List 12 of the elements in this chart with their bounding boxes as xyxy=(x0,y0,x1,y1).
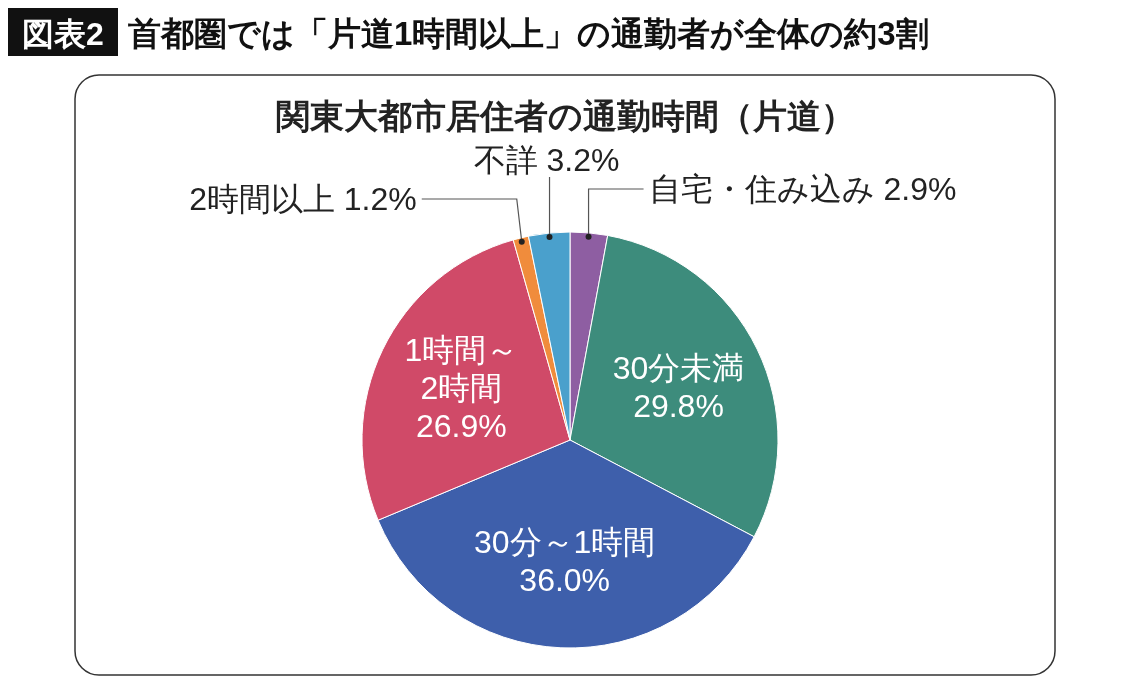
slice-label: 30分未満 xyxy=(612,350,745,387)
chart-title: 首都圏では「片道1時間以上」の通勤者が全体の約3割 xyxy=(128,15,929,52)
data-label: 26.9% xyxy=(415,407,507,444)
slice-label: 不詳 3.2% xyxy=(473,142,620,178)
data-label: 36.0% xyxy=(519,561,611,598)
text: 図表2 xyxy=(22,16,104,52)
chart-subtitle: 関東大都市居住者の通勤時間（片道） xyxy=(275,98,855,135)
slice-label: 2時間以上 1.2% xyxy=(189,181,417,217)
slice-label: 自宅・住み込み 2.9% xyxy=(648,171,957,207)
slice-label: 1時間～ 2時間 xyxy=(404,331,519,406)
slice-label: 30分～1時間 xyxy=(474,523,656,560)
data-label: 29.8% xyxy=(633,388,724,425)
